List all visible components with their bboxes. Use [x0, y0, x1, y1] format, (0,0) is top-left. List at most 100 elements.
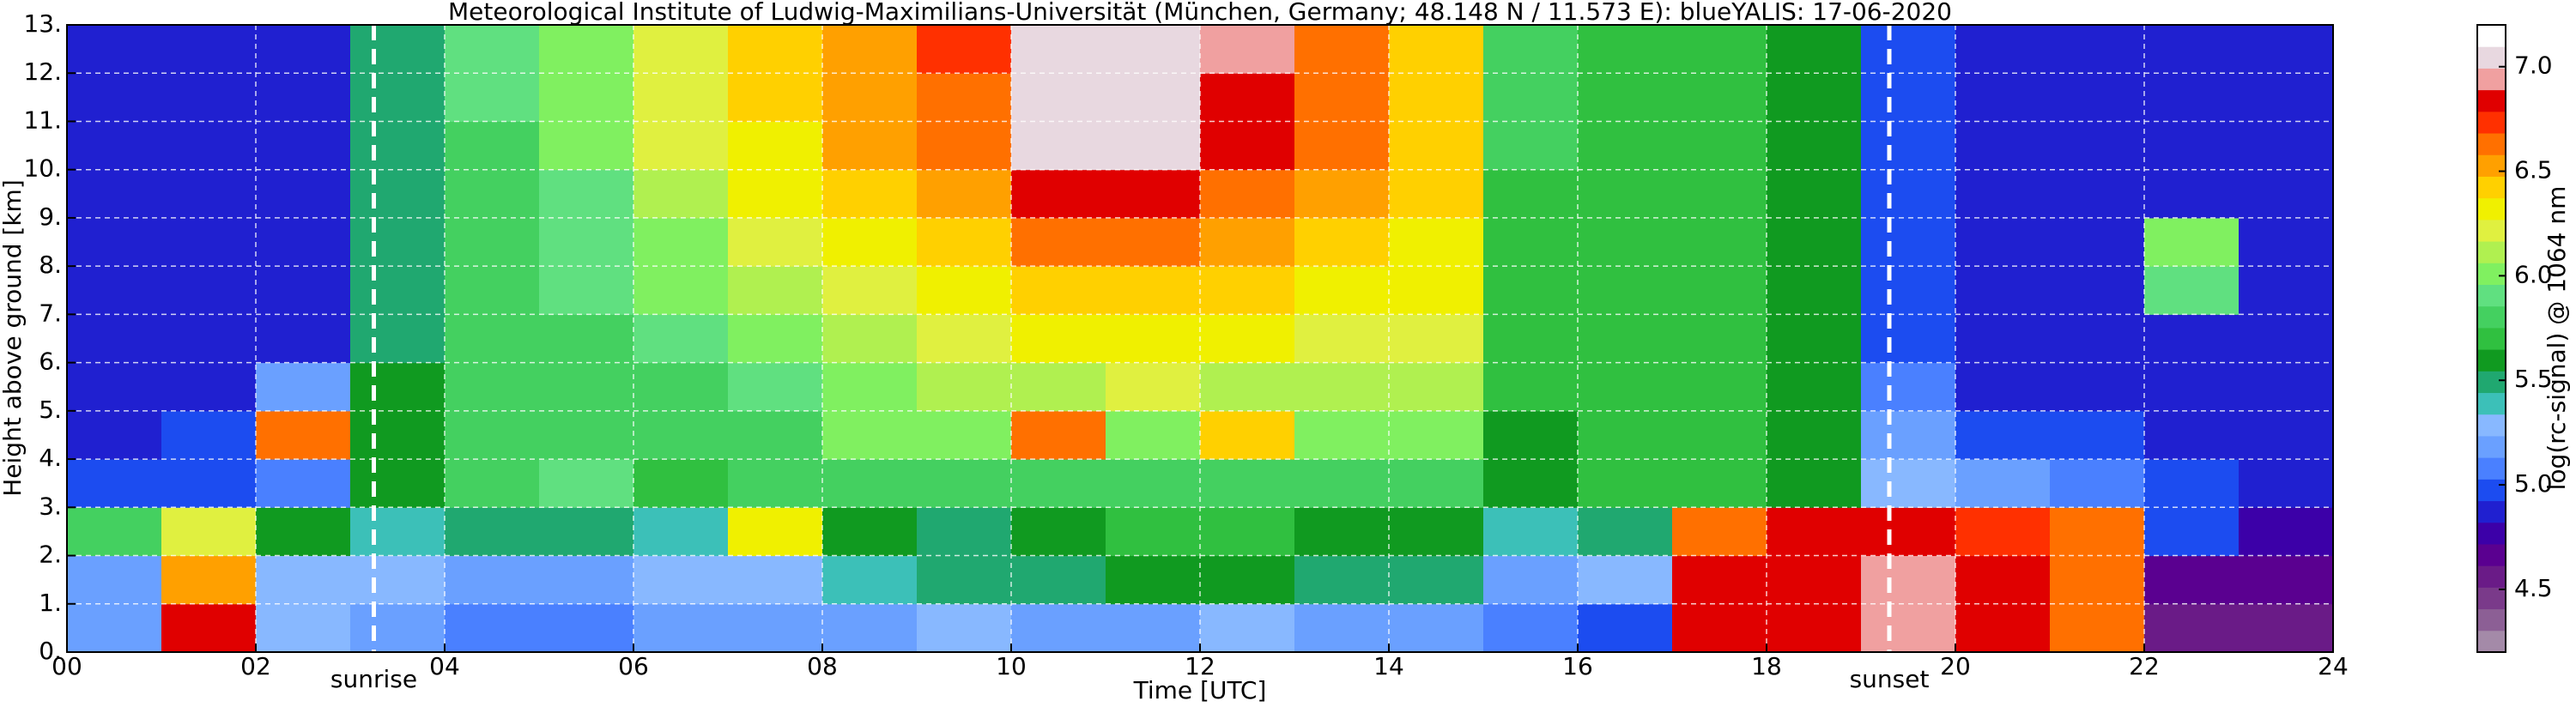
heatmap-cell — [1389, 169, 1484, 219]
heatmap-cell — [1672, 603, 1767, 653]
y-tick-label: 7. — [39, 299, 62, 327]
heatmap-cell — [350, 25, 445, 74]
heatmap-cell — [445, 169, 540, 219]
heatmap-cell — [1955, 266, 2051, 315]
heatmap-cell — [161, 217, 257, 267]
heatmap-cell — [1955, 169, 2051, 219]
x-tick-label: 20 — [1940, 652, 1971, 680]
heatmap-cell — [1578, 169, 1673, 219]
heatmap-cell — [1011, 362, 1106, 412]
heatmap-cell — [350, 459, 445, 508]
heatmap-cell — [1578, 314, 1673, 364]
heatmap-cell — [350, 121, 445, 171]
heatmap-cell — [67, 410, 162, 460]
heatmap-cell — [2144, 314, 2240, 364]
heatmap-cell — [728, 314, 823, 364]
x-tick-label: 08 — [807, 652, 838, 680]
heatmap-cell — [917, 121, 1012, 171]
heatmap-cell — [445, 25, 540, 74]
heatmap-cell — [917, 459, 1012, 508]
y-tick-label: 8. — [39, 251, 62, 279]
heatmap-cell — [822, 73, 918, 122]
heatmap-cell — [256, 603, 351, 653]
y-tick-label: 11. — [23, 106, 62, 134]
heatmap-cell — [633, 121, 729, 171]
heatmap-cell — [2050, 362, 2145, 412]
y-tick-label: 13. — [23, 9, 62, 38]
heatmap-cell — [256, 555, 351, 605]
heatmap-cell — [1578, 25, 1673, 74]
heatmap-cell — [256, 266, 351, 315]
heatmap-cell — [822, 121, 918, 171]
heatmap-cell — [1483, 410, 1579, 460]
heatmap-cell — [1955, 217, 2051, 267]
heatmap-cell — [1294, 603, 1390, 653]
colorbar-tick-label: 7.0 — [2514, 51, 2553, 80]
heatmap-cell — [539, 121, 634, 171]
heatmap-cell — [1861, 362, 1956, 412]
y-axis-label: Height above ground [km] — [0, 179, 27, 497]
heatmap-cell — [1578, 459, 1673, 508]
colorbar-band — [2477, 630, 2506, 653]
heatmap-cell — [350, 73, 445, 122]
heatmap-cell — [67, 362, 162, 412]
heatmap-cell — [161, 362, 257, 412]
heatmap-cell — [728, 555, 823, 605]
colorbar-band — [2477, 392, 2506, 415]
heatmap-cell — [1106, 314, 1201, 364]
heatmap-cell — [445, 603, 540, 653]
x-tick-label: 14 — [1373, 652, 1404, 680]
colorbar-band — [2477, 587, 2506, 610]
heatmap-cell — [256, 121, 351, 171]
heatmap-cell — [822, 362, 918, 412]
heatmap-cell — [1389, 314, 1484, 364]
heatmap-cell — [2050, 555, 2145, 605]
heatmap-cell — [1011, 25, 1106, 74]
heatmap-cell — [1861, 217, 1956, 267]
heatmap-cell — [1861, 555, 1956, 605]
heatmap-cell — [1955, 555, 2051, 605]
heatmap-cell — [445, 73, 540, 122]
heatmap-cell — [161, 25, 257, 74]
heatmap-cell — [2050, 314, 2145, 364]
heatmap-cell — [539, 507, 634, 557]
colorbar-band — [2477, 457, 2506, 480]
heatmap-cell — [1389, 217, 1484, 267]
heatmap-cell — [1200, 73, 1295, 122]
heatmap-cell — [822, 603, 918, 653]
heatmap-cell — [917, 25, 1012, 74]
heatmap-cell — [161, 459, 257, 508]
heatmap-cell — [1294, 266, 1390, 315]
colorbar-band — [2477, 154, 2506, 177]
heatmap-cell — [1389, 507, 1484, 557]
heatmap-cell — [1200, 314, 1295, 364]
colorbar-label: log(rc-signal) @ 1064 nm — [2543, 186, 2571, 491]
heatmap-cell — [1294, 314, 1390, 364]
heatmap-cell — [822, 169, 918, 219]
heatmap-cell — [1294, 217, 1390, 267]
heatmap-cell — [445, 217, 540, 267]
heatmap-cell — [2144, 169, 2240, 219]
heatmap-cell — [1483, 314, 1579, 364]
colorbar-frame — [2476, 24, 2506, 653]
heatmap-cell — [633, 25, 729, 74]
heatmap-cell — [2050, 73, 2145, 122]
heatmap-cell — [1389, 25, 1484, 74]
heatmap-cell — [633, 507, 729, 557]
heatmap-cell — [1578, 410, 1673, 460]
heatmap-cell — [1767, 410, 1862, 460]
heatmap-cell — [1672, 314, 1767, 364]
heatmap-cell — [633, 459, 729, 508]
heatmap-cell — [1767, 555, 1862, 605]
heatmap-cell — [256, 73, 351, 122]
colorbar-band — [2477, 565, 2506, 588]
colorbar-band — [2477, 46, 2506, 69]
y-tick-label: 0. — [39, 637, 62, 665]
heatmap-cell — [633, 73, 729, 122]
heatmap-cell — [67, 217, 162, 267]
x-tick-label: 04 — [429, 652, 460, 680]
colorbar-tick-label: 6.0 — [2514, 260, 2553, 288]
heatmap-cell — [917, 362, 1012, 412]
heatmap-cell — [917, 266, 1012, 315]
heatmap-cell — [1389, 362, 1484, 412]
